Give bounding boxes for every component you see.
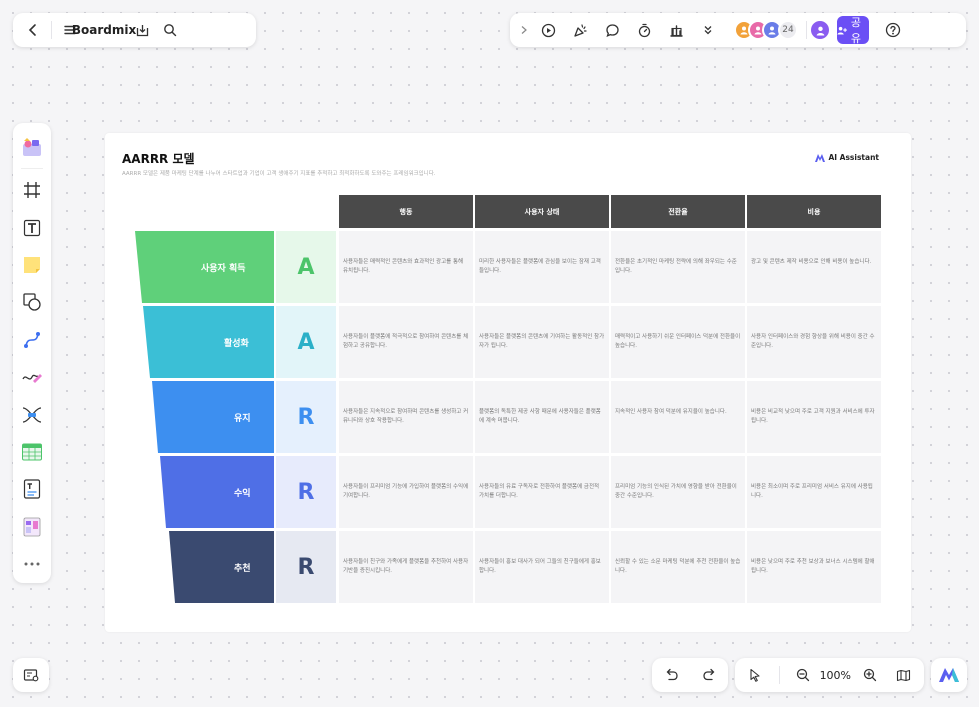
add-user-icon	[837, 26, 847, 35]
undo-redo-toolbar	[652, 658, 728, 692]
stage-label-activation: 활성화	[224, 339, 249, 349]
menu-icon[interactable]	[56, 16, 84, 44]
pen-icon[interactable]	[15, 359, 49, 396]
funnel-segment-retention	[152, 381, 274, 453]
board-title: AARRR 모델	[122, 152, 195, 166]
stage-label-acquisition: 사용자 획득	[201, 264, 246, 274]
column-header-cost: 비용	[747, 195, 881, 228]
shapes-icon[interactable]	[15, 284, 49, 321]
bottom-left-toolbar	[13, 658, 49, 692]
divider	[51, 21, 52, 39]
table-cell[interactable]: 비용은 낮으며 주로 추천 보상과 보너스 시스템에 할애됩니다.	[747, 531, 881, 603]
zoom-out-icon[interactable]	[789, 661, 817, 689]
search-icon[interactable]	[156, 16, 184, 44]
my-avatar[interactable]	[809, 19, 831, 41]
timer-icon[interactable]	[628, 16, 660, 44]
collapse-chevron-icon[interactable]	[516, 16, 532, 44]
stage-label-retention: 유지	[234, 414, 251, 424]
ai-assistant-label: AI Assistant	[828, 153, 879, 162]
minimap-icon[interactable]	[23, 668, 39, 682]
ai-assistant-button[interactable]	[931, 658, 967, 692]
table-cell[interactable]: 신뢰할 수 있는 소문 마케팅 덕분에 추천 전환율이 높습니다.	[611, 531, 745, 603]
comment-icon[interactable]	[596, 16, 628, 44]
table-cell[interactable]: 사용자들의 유료 구독자로 전환하여 플랫폼에 금전적 가치를 더합니다.	[475, 456, 609, 528]
celebrate-icon[interactable]	[564, 16, 596, 44]
zoom-level-value: 100%	[819, 668, 852, 682]
redo-icon[interactable]	[695, 661, 723, 689]
table-cell[interactable]: 사용자들은 플랫폼의 콘텐츠에 기여하는 활동적인 참가자가 됩니다.	[475, 306, 609, 378]
kanban-icon[interactable]	[15, 508, 49, 545]
download-icon[interactable]	[128, 16, 156, 44]
undo-icon[interactable]	[657, 661, 685, 689]
top-right-toolbar: 24 공유	[510, 13, 966, 47]
more-chevrons-icon[interactable]	[692, 16, 724, 44]
document-icon[interactable]	[15, 471, 49, 508]
funnel-graphic	[135, 231, 274, 603]
left-toolbar	[13, 123, 51, 583]
brand-name: Boardmix	[71, 23, 137, 37]
map-view-icon[interactable]	[890, 661, 918, 689]
zoom-level-dropdown[interactable]: 100%	[819, 661, 852, 689]
stage-letter-acquisition: A	[276, 231, 336, 303]
stage-letter-activation: A	[276, 306, 336, 378]
text-icon[interactable]	[15, 209, 49, 246]
table-cell[interactable]: 사용자 인터페이스와 경험 향상을 위해 비용이 중간 수준입니다.	[747, 306, 881, 378]
divider	[778, 666, 780, 684]
more-tools-icon[interactable]	[15, 546, 49, 583]
board-subtitle: AARRR 모델은 제품 마케팅 단계를 나누어 스타트업과 기업이 고객 생애…	[122, 171, 436, 177]
column-header-behavior: 행동	[339, 195, 473, 228]
table-cell[interactable]: 사용자들이 친구와 가족에게 플랫폼을 추천하여 사용자 기반을 증진시킵니다.	[339, 531, 473, 603]
connector-icon[interactable]	[15, 321, 49, 358]
table-cell[interactable]: 전환율은 초기적인 마케팅 전략에 의해 좌우되는 수준입니다.	[611, 231, 745, 303]
stage-label-revenue: 수익	[234, 489, 251, 499]
stage-letter-retention: R	[276, 381, 336, 453]
aarrr-board-card[interactable]: AARRR 모델 AARRR 모델은 제품 마케팅 단계를 나누어 스타트업과 …	[105, 133, 911, 632]
share-button[interactable]: 공유	[837, 16, 869, 45]
table-cell[interactable]: 사용자들은 지속적으로 참여하며 콘텐츠를 생성하고 커뮤니티와 상호 작용합니…	[339, 381, 473, 453]
table-icon[interactable]	[15, 433, 49, 470]
share-label: 공유	[850, 16, 861, 45]
help-icon[interactable]	[877, 16, 909, 44]
column-header-user-state: 사용자 상태	[475, 195, 609, 228]
present-play-icon[interactable]	[532, 16, 564, 44]
board-name-dropdown[interactable]: Boardmix	[72, 16, 136, 44]
table-cell[interactable]: 사용자들이 프리미엄 기능에 가입하여 플랫폼의 수익에 기여합니다.	[339, 456, 473, 528]
funnel-segment-acquisition	[135, 231, 274, 303]
funnel-segment-activation	[143, 306, 274, 378]
avatar-count-badge: 24	[778, 20, 798, 40]
table-cell[interactable]: 매력적이고 사용하기 쉬운 인터페이스 덕분에 전환율이 높습니다.	[611, 306, 745, 378]
table-cell[interactable]: 비용은 비교적 낮으며 주로 고객 지원과 서비스에 투자됩니다.	[747, 381, 881, 453]
ai-logo-icon	[939, 668, 959, 682]
table-cell[interactable]: 사용자들은 매력적인 콘텐츠와 효과적인 광고를 통해 유치됩니다.	[339, 231, 473, 303]
zoom-toolbar: 100%	[735, 658, 924, 692]
table-cell[interactable]: 플랫폼의 독특한 제공 사항 때문에 사용자들은 플랫폼에 계속 머뭅니다.	[475, 381, 609, 453]
table-cell[interactable]: 프리미엄 기능의 인식된 가치에 영향을 받아 전환율이 중간 수준입니다.	[611, 456, 745, 528]
divider	[21, 168, 43, 170]
funnel-segment-referral	[169, 531, 274, 603]
stage-label-referral: 추천	[234, 564, 251, 574]
table-cell[interactable]: 미리한 사용자들은 플랫폼에 관심을 보이는 잠재 고객들입니다.	[475, 231, 609, 303]
table-cell[interactable]: 사용자들이 플랫폼에 적극적으로 참여하여 콘텐츠를 체험하고 공유합니다.	[339, 306, 473, 378]
collaborator-avatars[interactable]: 24	[734, 20, 798, 40]
zoom-in-icon[interactable]	[856, 661, 884, 689]
stage-letter-referral: R	[276, 531, 336, 603]
frame-icon[interactable]	[15, 171, 49, 208]
ai-assistant-badge[interactable]: AI Assistant	[815, 153, 879, 162]
divider	[806, 21, 807, 39]
templates-icon[interactable]	[15, 129, 49, 166]
table-cell[interactable]: 지속적인 사용자 참여 덕분에 유지율이 높습니다.	[611, 381, 745, 453]
select-cursor-icon[interactable]	[741, 661, 769, 689]
mindmap-icon[interactable]	[15, 396, 49, 433]
funnel-segment-revenue	[160, 456, 274, 528]
ai-logo-icon	[815, 153, 826, 162]
vote-chart-icon[interactable]	[660, 16, 692, 44]
back-icon[interactable]	[19, 16, 47, 44]
table-cell[interactable]: 광고 및 콘텐츠 제작 비용으로 인해 비용이 높습니다.	[747, 231, 881, 303]
sticky-note-icon[interactable]	[15, 246, 49, 283]
stage-letter-revenue: R	[276, 456, 336, 528]
table-cell[interactable]: 사용자들이 홍보 대사가 되어 그들의 친구들에게 홍보합니다.	[475, 531, 609, 603]
table-cell[interactable]: 비용은 최소이며 주로 프리미엄 서비스 유지에 사용됩니다.	[747, 456, 881, 528]
column-header-conversion: 전환율	[611, 195, 745, 228]
top-left-toolbar: Boardmix	[13, 13, 256, 47]
